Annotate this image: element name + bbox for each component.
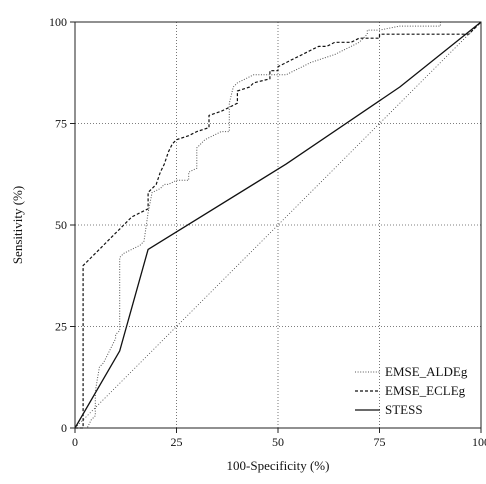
x-tick-label: 75 xyxy=(374,435,386,449)
y-tick-label: 0 xyxy=(61,421,67,435)
x-axis-title: 100-Specificity (%) xyxy=(227,458,330,473)
series-lines xyxy=(74,21,482,429)
series-line-emse-aldeg xyxy=(75,21,481,429)
legend: EMSE_ALDEg EMSE_ECLEg STESS xyxy=(355,364,468,417)
y-axis-title: Sensitivity (%) xyxy=(10,186,25,264)
x-tick-label: 100 xyxy=(472,435,486,449)
y-tick-label: 75 xyxy=(55,117,67,131)
series-line-emse-ecleg xyxy=(75,21,482,429)
series-line-stess xyxy=(74,21,482,429)
legend-label-stess: STESS xyxy=(385,402,423,417)
y-axis-ticks: 0 25 50 75 100 xyxy=(49,15,75,435)
y-tick-label: 25 xyxy=(55,320,67,334)
x-tick-label: 0 xyxy=(72,435,78,449)
x-tick-label: 25 xyxy=(171,435,183,449)
legend-label-emse-aldeg: EMSE_ALDEg xyxy=(385,364,468,379)
x-axis-ticks: 0 25 50 75 100 xyxy=(72,428,486,449)
y-tick-label: 50 xyxy=(55,218,67,232)
x-tick-label: 50 xyxy=(272,435,284,449)
y-tick-label: 100 xyxy=(49,15,67,29)
legend-label-emse-ecleg: EMSE_ECLEg xyxy=(385,383,466,398)
